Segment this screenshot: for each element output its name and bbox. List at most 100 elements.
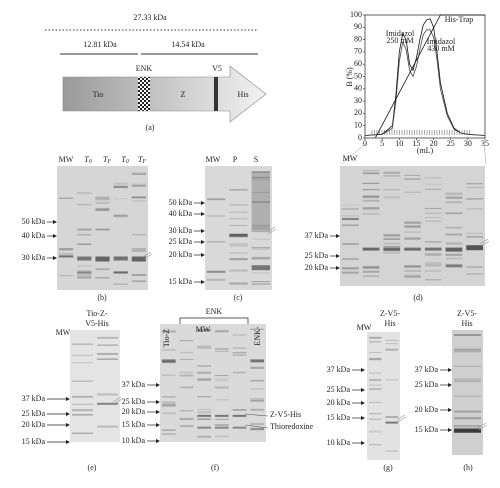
gel-band	[454, 395, 481, 397]
gel-band	[59, 274, 74, 277]
gel-band	[383, 234, 401, 237]
gel-band	[454, 348, 481, 351]
gel-band	[162, 362, 176, 364]
gel	[452, 330, 483, 455]
gel-band	[369, 336, 382, 338]
gel-band	[229, 282, 248, 285]
gel-band	[424, 217, 442, 218]
enk-block	[138, 77, 150, 111]
caption: (e)	[88, 463, 97, 472]
gel-band	[162, 359, 176, 363]
marker-arrowhead	[361, 416, 365, 420]
gel-band	[162, 349, 176, 351]
gel-band	[95, 277, 110, 279]
gel-band	[113, 182, 128, 185]
marker-arrowhead	[156, 400, 160, 404]
marker-arrowhead	[66, 440, 70, 444]
gel-band	[179, 424, 194, 428]
gel-band	[466, 232, 483, 234]
marker-arrowhead	[361, 368, 365, 372]
marker-label: 25 kDa	[415, 380, 439, 389]
marker-label: 50 kDa	[169, 198, 193, 207]
gel-band	[250, 400, 264, 402]
gel-band	[162, 396, 176, 398]
gel-band	[113, 186, 128, 188]
gel-band	[113, 256, 128, 261]
gel-band	[424, 253, 442, 256]
gel-band	[383, 196, 401, 199]
gel-band	[404, 225, 421, 228]
gel-band	[131, 256, 146, 262]
gel-band	[215, 386, 229, 389]
marker-label: 25 kDa	[22, 409, 46, 418]
marker-arrowhead	[66, 423, 70, 427]
gel-band	[197, 347, 211, 349]
gel-band	[72, 380, 93, 382]
marker-arrowhead	[361, 401, 365, 405]
y-tick-label: 20	[354, 108, 362, 117]
gel-band	[59, 253, 74, 255]
gel-band	[131, 274, 146, 276]
gel-band	[342, 208, 359, 210]
gel-band	[251, 247, 270, 250]
gel-band	[179, 374, 194, 377]
gel-band	[113, 283, 128, 285]
marker-label: 20 kDa	[122, 407, 146, 416]
gel	[340, 166, 485, 286]
gel-band	[466, 245, 483, 251]
marker-label: 30 kDa	[169, 226, 193, 235]
gel-band	[251, 272, 270, 274]
lane-label-sub: F	[141, 159, 146, 165]
gel-band	[362, 213, 380, 215]
marker-arrowhead	[201, 212, 205, 216]
gel-band	[197, 365, 211, 367]
caption: (d)	[413, 293, 423, 302]
gel-band	[250, 429, 264, 431]
gel-band	[251, 281, 270, 283]
gel-band	[250, 379, 264, 382]
gel-band	[251, 258, 270, 260]
gel-band	[251, 224, 270, 228]
gel-band	[250, 422, 264, 426]
gel-band	[162, 429, 176, 431]
y-tick-label: 50	[354, 71, 362, 80]
marker-arrowhead	[448, 368, 452, 372]
gel-band	[72, 354, 93, 357]
gel-band	[179, 371, 194, 374]
gel-band	[95, 202, 110, 204]
gel-band	[229, 252, 248, 254]
marker-arrowhead	[66, 412, 70, 416]
gel-band	[207, 278, 226, 281]
gel-band	[404, 226, 421, 229]
gel-band	[215, 414, 229, 417]
gel-band	[229, 234, 248, 238]
lane-label-sub: 0	[89, 159, 92, 165]
lane-label: V5-His	[85, 319, 109, 328]
gel-band	[404, 191, 421, 193]
marker-label: 37 kDa	[415, 365, 439, 374]
gel-band	[229, 188, 248, 191]
gel-band	[232, 347, 247, 349]
gel-band	[131, 280, 146, 283]
gel-band	[207, 198, 226, 201]
gel-band	[466, 198, 483, 200]
annotation: Imidazol	[427, 37, 456, 46]
gel-band	[362, 207, 380, 210]
product-label: Thioredoxine	[270, 422, 314, 431]
x-tick-label: 25	[447, 139, 455, 148]
gel-band	[197, 408, 211, 410]
gel-band	[445, 233, 463, 236]
gel-band	[232, 354, 247, 356]
group-label: ENK	[206, 307, 223, 316]
gel-band	[404, 221, 421, 224]
gel	[160, 324, 266, 442]
gel-band	[385, 339, 398, 341]
gel-band	[229, 269, 248, 272]
gel-band	[179, 358, 194, 360]
gel-band	[362, 209, 380, 211]
marker-arrowhead	[336, 254, 340, 258]
gel-band	[342, 204, 359, 206]
x-tick-label: 0	[363, 139, 367, 148]
gel-band	[362, 275, 380, 278]
band-pointer	[266, 226, 277, 235]
